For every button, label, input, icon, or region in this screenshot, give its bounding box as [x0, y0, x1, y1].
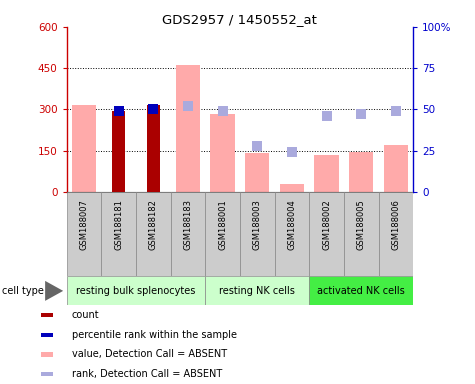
- Text: GSM188003: GSM188003: [253, 199, 262, 250]
- Bar: [349, 152, 373, 192]
- Bar: [240, 192, 275, 276]
- Point: [288, 149, 295, 156]
- Bar: [309, 276, 413, 305]
- Bar: [41, 333, 53, 337]
- Text: cell type: cell type: [2, 286, 44, 296]
- Text: GSM188181: GSM188181: [114, 199, 123, 250]
- Point: [254, 143, 261, 149]
- Title: GDS2957 / 1450552_at: GDS2957 / 1450552_at: [162, 13, 317, 26]
- Bar: [41, 372, 53, 376]
- Point: [392, 108, 400, 114]
- Text: GSM188006: GSM188006: [391, 199, 400, 250]
- Text: resting NK cells: resting NK cells: [219, 286, 295, 296]
- Point: [323, 113, 331, 119]
- Point: [115, 108, 123, 114]
- Bar: [384, 145, 408, 192]
- Bar: [309, 192, 344, 276]
- Bar: [146, 105, 160, 192]
- Bar: [205, 276, 309, 305]
- Text: resting bulk splenocytes: resting bulk splenocytes: [76, 286, 196, 296]
- Bar: [344, 192, 379, 276]
- Text: activated NK cells: activated NK cells: [317, 286, 405, 296]
- Bar: [205, 192, 240, 276]
- Text: GSM188007: GSM188007: [79, 199, 88, 250]
- Text: GSM188183: GSM188183: [183, 199, 192, 250]
- Point: [184, 103, 192, 109]
- Point: [149, 106, 157, 113]
- Text: GSM188182: GSM188182: [149, 199, 158, 250]
- Text: rank, Detection Call = ABSENT: rank, Detection Call = ABSENT: [72, 369, 222, 379]
- Bar: [66, 192, 101, 276]
- Bar: [210, 114, 235, 192]
- Bar: [171, 192, 205, 276]
- Bar: [176, 65, 200, 192]
- Bar: [66, 276, 205, 305]
- Text: GSM188002: GSM188002: [322, 199, 331, 250]
- Polygon shape: [45, 281, 63, 301]
- Bar: [112, 111, 125, 192]
- Bar: [41, 352, 53, 357]
- Text: count: count: [72, 310, 99, 320]
- Text: GSM188005: GSM188005: [357, 199, 366, 250]
- Bar: [101, 192, 136, 276]
- Text: value, Detection Call = ABSENT: value, Detection Call = ABSENT: [72, 349, 227, 359]
- Bar: [72, 105, 96, 192]
- Bar: [314, 155, 339, 192]
- Text: GSM188004: GSM188004: [287, 199, 296, 250]
- Bar: [275, 192, 309, 276]
- Point: [218, 108, 227, 114]
- Bar: [245, 154, 269, 192]
- Point: [358, 111, 365, 118]
- Text: percentile rank within the sample: percentile rank within the sample: [72, 330, 237, 340]
- Bar: [379, 192, 413, 276]
- Bar: [136, 192, 171, 276]
- Text: GSM188001: GSM188001: [218, 199, 227, 250]
- Bar: [41, 313, 53, 317]
- Bar: [280, 184, 304, 192]
